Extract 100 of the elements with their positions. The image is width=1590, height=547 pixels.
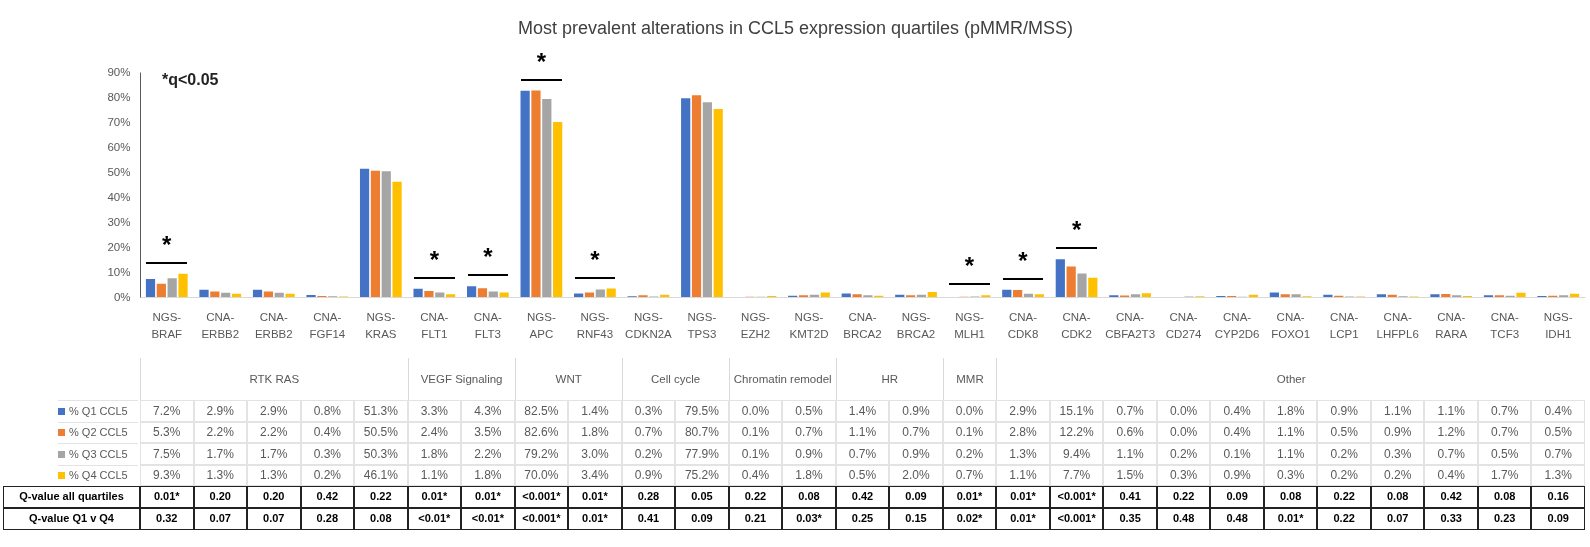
data-label: 0.9%	[1370, 421, 1425, 443]
text: 0.15	[889, 508, 943, 530]
data-label: 15.1%	[1049, 400, 1104, 422]
bar	[1066, 266, 1076, 297]
data-label: 12.2%	[1049, 421, 1104, 443]
data-label: 0.7%	[621, 421, 676, 443]
data-label: 0.7%	[1477, 400, 1532, 422]
data-label: 0.0%	[1156, 400, 1211, 422]
data-label: 0.3%	[300, 443, 355, 465]
data-label: 1.1%	[1370, 400, 1425, 422]
annotation: *	[1017, 246, 1029, 276]
x-tick-label: NGS-BRCA2	[896, 310, 936, 340]
bar	[156, 283, 166, 297]
text: 0.03*	[782, 508, 836, 530]
bar	[713, 109, 723, 297]
text: 0.07	[247, 508, 301, 530]
data-label: 0.3%	[621, 400, 676, 422]
bar	[446, 294, 456, 297]
data-label: 0.4%	[1210, 400, 1264, 422]
text: 0.20	[193, 486, 248, 508]
text: 0.09	[1210, 486, 1264, 508]
x-tick-label: CNA-ERBB2	[254, 310, 293, 340]
bar	[1055, 259, 1065, 297]
data-label: 0.7%	[1477, 421, 1532, 443]
data-label: 0.0%	[1156, 421, 1211, 443]
data-label: 0.2%	[1317, 464, 1371, 486]
bar	[424, 291, 434, 297]
bar	[1013, 290, 1023, 297]
x-tick-label: NGS-RNF43	[576, 310, 614, 340]
bar	[520, 90, 530, 297]
annotation: *	[428, 245, 440, 275]
text: 0.08	[1263, 486, 1318, 508]
data-label: 1.4%	[568, 400, 622, 422]
bar	[852, 294, 862, 297]
text: <0.001*	[514, 508, 569, 530]
text: Q-value Q1 v Q4	[3, 508, 140, 530]
x-tick-label: CNA-LHFPL6	[1376, 310, 1419, 340]
bar	[531, 90, 541, 297]
data-label: 1.7%	[247, 443, 301, 465]
data-label: 46.1%	[354, 464, 408, 486]
data-label: 0.5%	[1531, 421, 1585, 443]
data-label: 79.5%	[675, 400, 729, 422]
bar	[595, 289, 605, 297]
text: 0.48	[1210, 508, 1264, 530]
bar	[1430, 294, 1440, 297]
legend-label: % Q4 CCL5	[68, 469, 128, 483]
data-label: 3.3%	[407, 400, 462, 422]
text: <0.01*	[461, 508, 515, 530]
text: 0.01*	[996, 508, 1050, 530]
x-tick-label: CNA-CDK2	[1061, 310, 1092, 340]
data-label: 0.5%	[782, 400, 836, 422]
data-label: 1.7%	[1477, 464, 1532, 486]
data-label: 0.1%	[942, 421, 997, 443]
bar	[1569, 293, 1580, 297]
data-label: 0.4%	[1210, 421, 1264, 443]
text: 0.01*	[461, 486, 515, 508]
y-tick-label: 80%	[107, 90, 131, 103]
y-tick-label: 10%	[107, 265, 131, 278]
data-label: 0.1%	[1210, 443, 1264, 465]
x-tick-label: CNA-RARA	[1435, 310, 1468, 340]
data-label: 0.5%	[835, 464, 890, 486]
text: 0.25	[835, 508, 890, 530]
x-tick-label: CNA-FOXO1	[1271, 310, 1311, 340]
text: 0.05	[675, 486, 729, 508]
text: 0.08	[1477, 486, 1532, 508]
text: 0.22	[1156, 486, 1211, 508]
bar	[1088, 277, 1098, 297]
text: 0.08	[354, 508, 408, 530]
data-label: 2.9%	[193, 400, 248, 422]
text: Cell cycle	[621, 358, 729, 402]
text: 0.01*	[568, 508, 622, 530]
text: 0.01*	[942, 486, 997, 508]
text: 0.22	[1317, 508, 1371, 530]
annotation: *q<0.05	[162, 70, 220, 91]
bar	[681, 98, 691, 297]
bar	[252, 289, 263, 297]
data-label: 50.5%	[354, 421, 408, 443]
data-label: 1.5%	[1103, 464, 1157, 486]
legend-label: % Q3 CCL5	[68, 447, 128, 461]
data-label: 0.9%	[1317, 400, 1371, 422]
text: 0.48	[1156, 508, 1211, 530]
data-label: 79.2%	[514, 443, 569, 465]
data-label: 50.3%	[354, 443, 408, 465]
y-tick-label: 50%	[107, 165, 131, 178]
data-label: 1.8%	[461, 464, 515, 486]
chart-title: Most prevalent alterations in CCL5 expression quartiles (pMMR/MSS)	[517, 18, 1074, 38]
y-tick-label: 30%	[107, 215, 131, 228]
data-label: 1.1%	[1424, 400, 1478, 422]
text: HR	[835, 358, 943, 402]
y-tick-label: 60%	[107, 140, 131, 153]
bar	[178, 273, 188, 297]
bar	[1323, 294, 1333, 297]
text: 0.41	[1103, 486, 1157, 508]
x-tick-label: CNA-FLT1	[420, 310, 449, 340]
text: Chromatin remodel	[728, 358, 836, 402]
bar	[392, 181, 402, 297]
data-label: 0.9%	[889, 400, 943, 422]
text: Other	[996, 358, 1585, 402]
text: 0.01*	[568, 486, 622, 508]
data-label: 0.0%	[728, 400, 783, 422]
